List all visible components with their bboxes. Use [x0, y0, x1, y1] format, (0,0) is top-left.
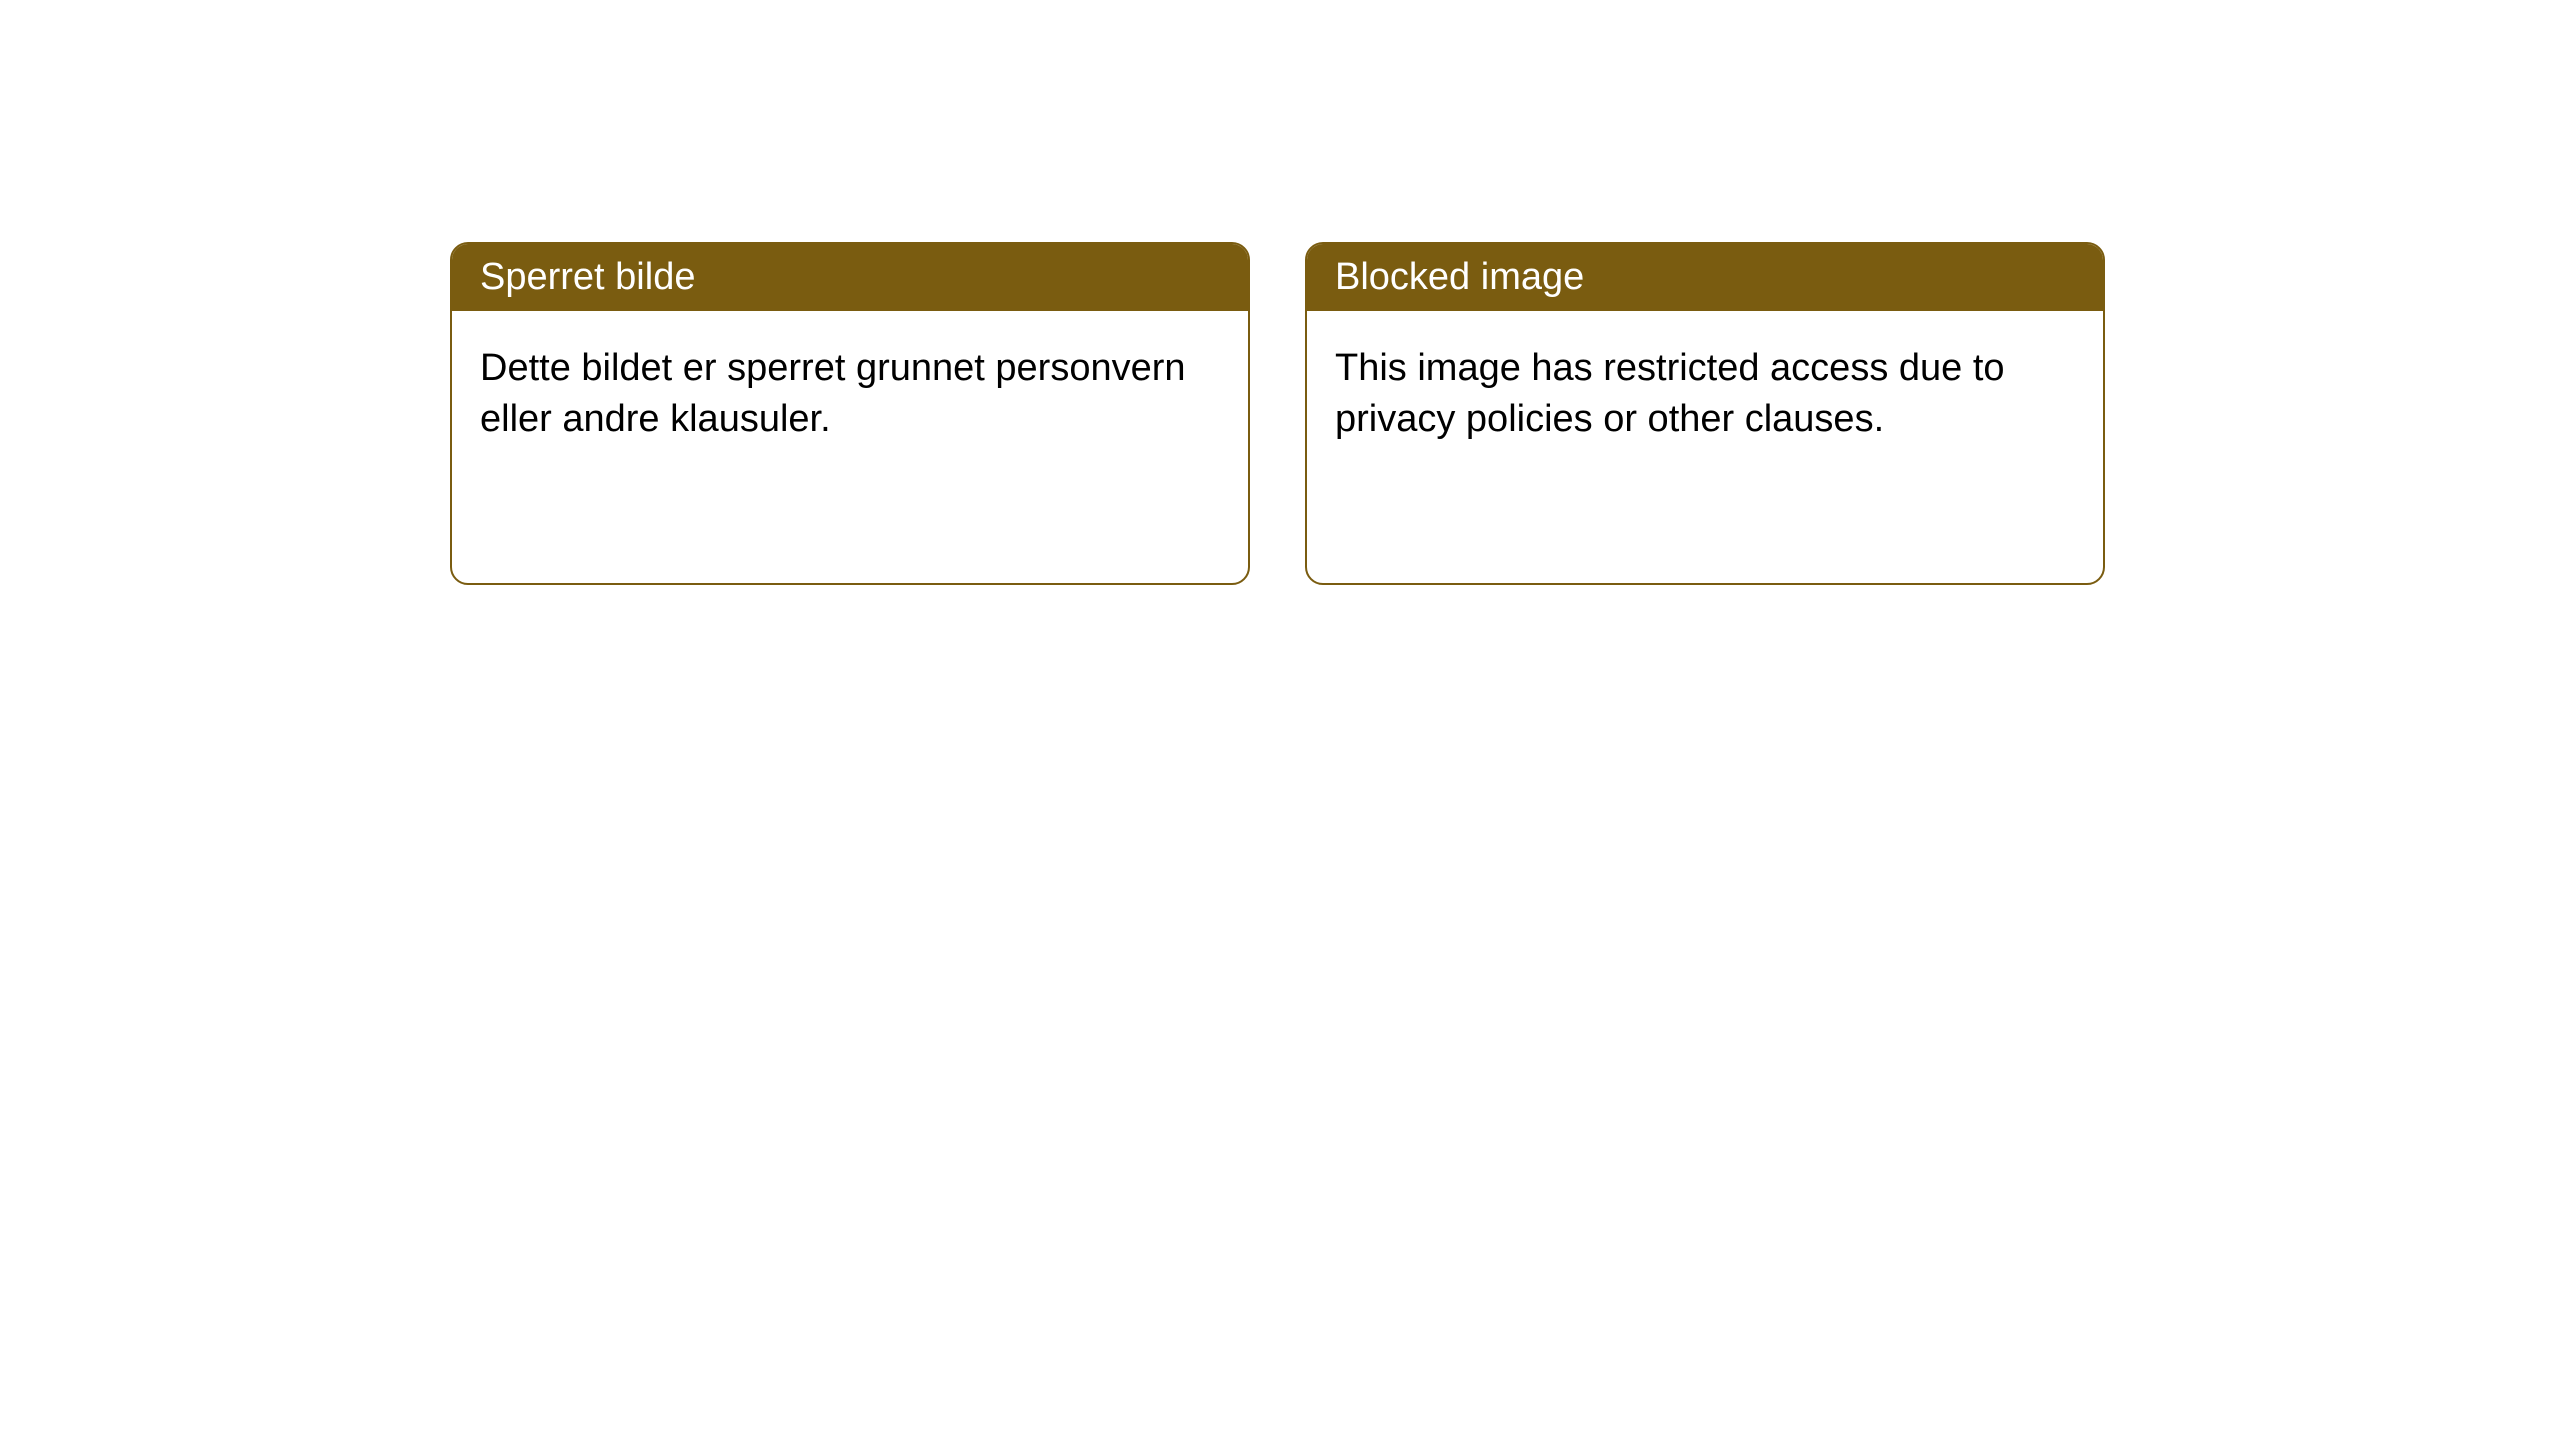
- card-title: Sperret bilde: [480, 256, 695, 298]
- card-body: This image has restricted access due to …: [1307, 311, 2103, 583]
- notice-cards-container: Sperret bilde Dette bildet er sperret gr…: [450, 242, 2105, 585]
- card-title: Blocked image: [1335, 256, 1584, 298]
- card-header: Blocked image: [1307, 244, 2103, 311]
- card-body-text: Dette bildet er sperret grunnet personve…: [480, 347, 1186, 440]
- card-header: Sperret bilde: [452, 244, 1248, 311]
- notice-card-norwegian: Sperret bilde Dette bildet er sperret gr…: [450, 242, 1250, 585]
- card-body-text: This image has restricted access due to …: [1335, 347, 2005, 440]
- notice-card-english: Blocked image This image has restricted …: [1305, 242, 2105, 585]
- card-body: Dette bildet er sperret grunnet personve…: [452, 311, 1248, 583]
